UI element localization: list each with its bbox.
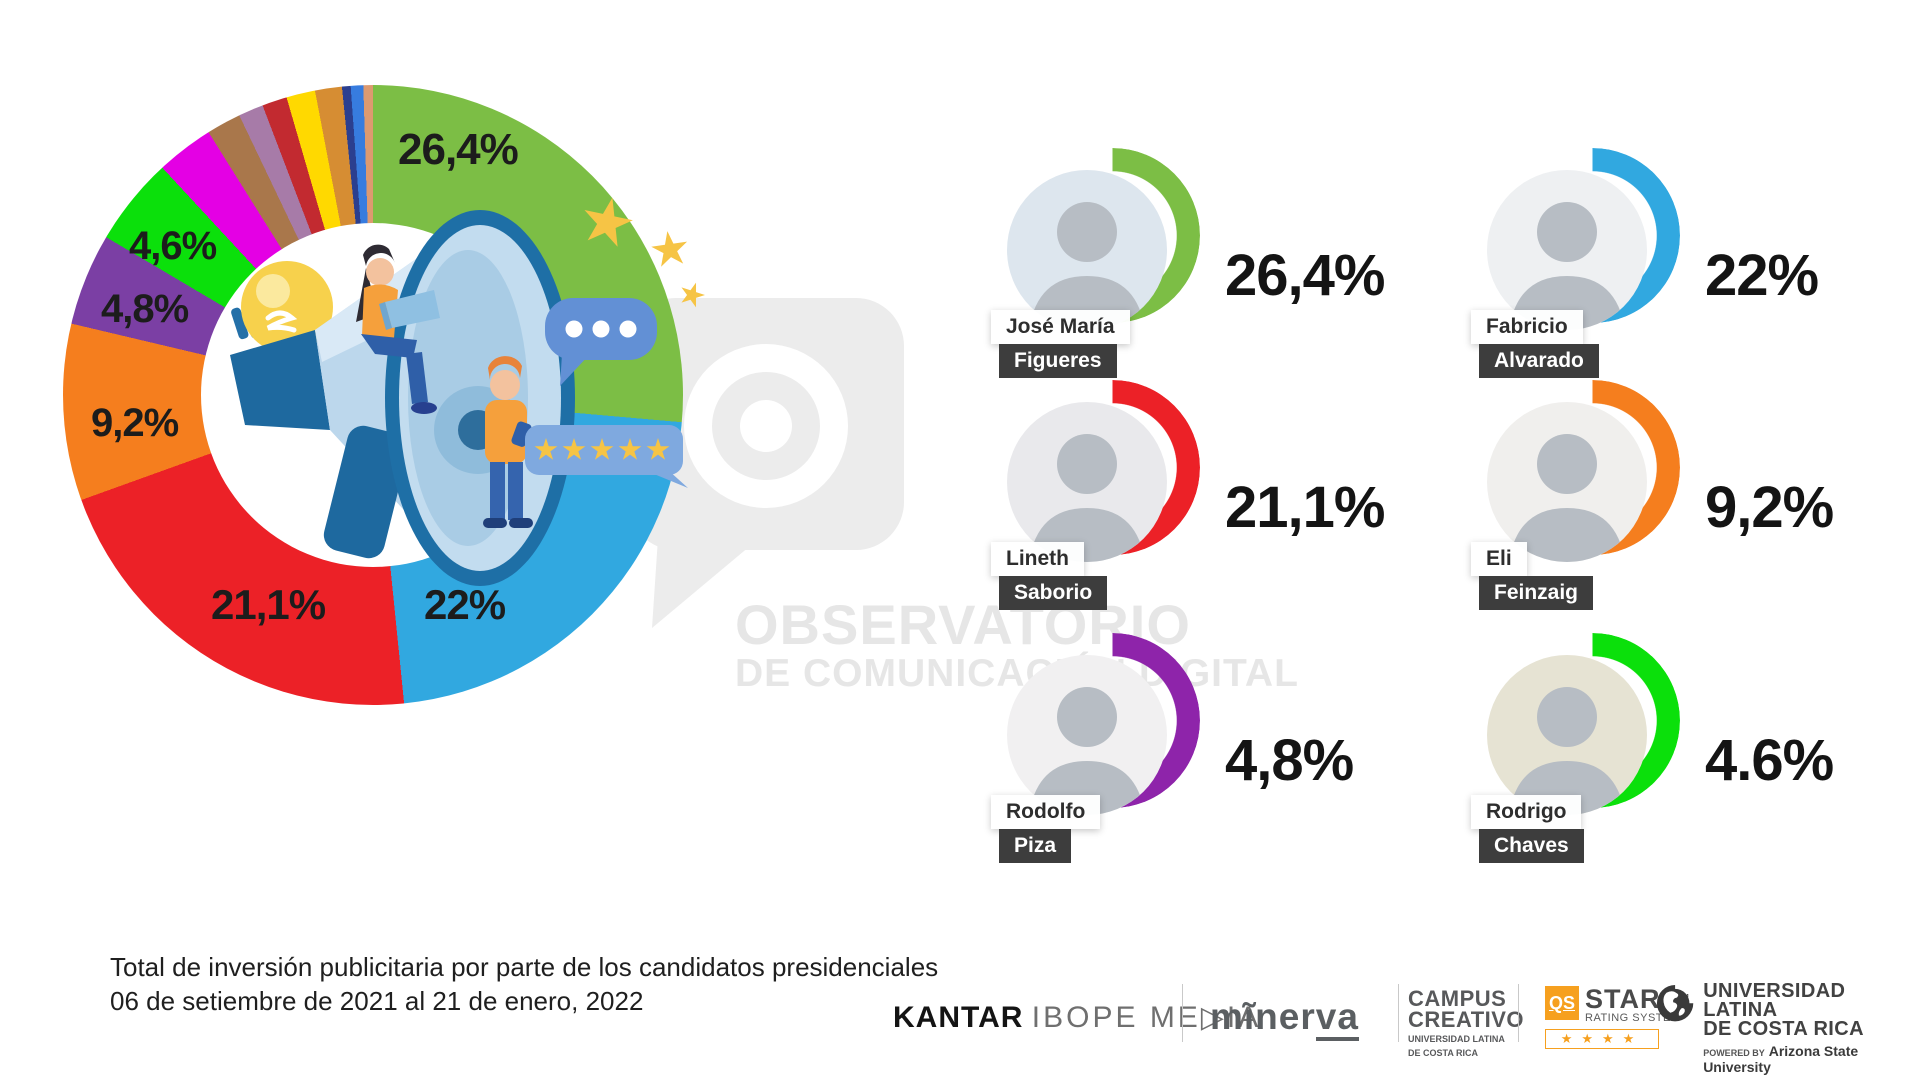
logo-divider <box>1182 984 1183 1042</box>
candidate-card: Rodrigo Chaves 4.6% <box>1465 633 1895 865</box>
candidate-photo <box>1487 655 1647 815</box>
candidate-percentage: 21,1% <box>1225 475 1385 540</box>
candidate-last-name: Chaves <box>1479 829 1584 863</box>
candidate-card: Lineth Saborio 21,1% <box>985 380 1415 612</box>
speech-bubble-watermark-icon <box>628 298 904 628</box>
pie-label-figueres: 26,4% <box>398 125 519 174</box>
asu-wordmark: Arizona State University <box>1703 1043 1859 1075</box>
megaphone-illustration <box>230 192 708 586</box>
globe-icon <box>1656 985 1694 1022</box>
campus-line2: CREATIVO <box>1408 1007 1525 1032</box>
minerva-wordmark-underline: va <box>1315 996 1359 1041</box>
watermark-line2: DE COMUNICACIÓN DIGITAL <box>735 652 1299 695</box>
candidate-percentage: 4.6% <box>1705 728 1834 793</box>
candidate-first-name: Fabricio <box>1471 310 1583 344</box>
candidate-percentage: 22% <box>1705 243 1819 308</box>
campus-line1: CAMPUS <box>1408 986 1507 1011</box>
candidate-first-name: José María <box>991 310 1130 344</box>
candidate-first-name: Rodolfo <box>991 795 1101 829</box>
caption-line2: 06 de setiembre de 2021 al 21 de enero, … <box>110 986 644 1016</box>
qs-rating-system-label: RATING SYSTEM <box>1585 1012 1681 1024</box>
star-rating-bubble-icon <box>525 425 688 488</box>
candidate-first-name: Rodrigo <box>1471 795 1582 829</box>
ibope-media-wordmark: IBOPE ME▷IA <box>1031 1001 1262 1034</box>
person-silhouette-icon <box>1487 655 1647 815</box>
candidate-card: Eli Feinzaig 9,2% <box>1465 380 1895 612</box>
candidate-percentage: 4,8% <box>1225 728 1354 793</box>
candidate-last-name: Saborio <box>999 576 1108 610</box>
candidate-percentage: 26,4% <box>1225 243 1385 308</box>
candidate-photo <box>1007 655 1167 815</box>
ulatina-line1: UNIVERSIDAD LATINA <box>1703 980 1846 1021</box>
man-with-phone-illustration <box>483 356 533 528</box>
campus-creativo-logo: CAMPUS CREATIVO UNIVERSIDAD LATINA DE CO… <box>1408 986 1525 1059</box>
qs-badge-icon: QS <box>1545 986 1579 1020</box>
candidate-first-name: Lineth <box>991 542 1084 576</box>
candidate-card: José María Figueres 26,4% <box>985 148 1415 380</box>
candidate-card: Rodolfo Piza 4,8% <box>985 633 1415 865</box>
minerva-wordmark: mĩner <box>1210 996 1316 1037</box>
chart-caption: Total de inversión publicitaria por part… <box>110 950 938 1018</box>
candidate-last-name: Piza <box>999 829 1072 863</box>
kantar-ibope-media-logo: KANTAR IBOPE ME▷IA <box>893 1000 1261 1035</box>
logo-divider <box>1398 984 1399 1042</box>
candidate-percentage: 9,2% <box>1705 475 1834 540</box>
qs-four-stars: ★★★★ <box>1545 1029 1659 1049</box>
pie-label-alvarado: 22% <box>424 581 506 628</box>
logo-divider <box>1518 984 1519 1042</box>
person-silhouette-icon <box>1487 402 1647 562</box>
chat-dots-bubble-icon <box>545 298 657 386</box>
person-silhouette-icon <box>1007 655 1167 815</box>
candidate-last-name: Alvarado <box>1479 344 1599 378</box>
kantar-wordmark: KANTAR <box>893 1001 1024 1034</box>
lightbulb-icon <box>231 261 333 353</box>
candidate-last-name: Figueres <box>999 344 1117 378</box>
universidad-latina-logo: UNIVERSIDAD LATINA DE COSTA RICA POWERED… <box>1655 980 1920 1075</box>
candidate-photo <box>1007 170 1167 330</box>
person-silhouette-icon <box>1007 402 1167 562</box>
campus-line3: UNIVERSIDAD LATINA <box>1408 1034 1505 1044</box>
candidate-card: Fabricio Alvarado 22% <box>1465 148 1895 380</box>
person-silhouette-icon <box>1487 170 1647 330</box>
pie-label-chaves: 4,6% <box>129 224 217 268</box>
minerva-logo: mĩnerva <box>1210 996 1359 1041</box>
pie-label-feinzaig: 9,2% <box>91 401 179 445</box>
powered-by-label: POWERED BY <box>1703 1048 1765 1058</box>
candidate-photo <box>1487 170 1647 330</box>
person-silhouette-icon <box>1007 170 1167 330</box>
caption-line1: Total de inversión publicitaria por part… <box>110 952 939 982</box>
campus-line4: DE COSTA RICA <box>1408 1048 1479 1058</box>
candidate-last-name: Feinzaig <box>1479 576 1594 610</box>
candidate-photo <box>1007 402 1167 562</box>
candidate-photo <box>1487 402 1647 562</box>
gold-stars-icon <box>578 192 708 309</box>
candidate-first-name: Eli <box>1471 542 1527 576</box>
pie-label-saborio: 21,1% <box>211 581 326 628</box>
woman-with-laptop-illustration <box>356 244 440 414</box>
ulatina-line2: DE COSTA RICA <box>1703 1018 1864 1040</box>
pie-label-piza: 4,8% <box>101 287 189 331</box>
qs-stars-logo: QS STARS™ RATING SYSTEM ★★★★ <box>1545 986 1691 1049</box>
